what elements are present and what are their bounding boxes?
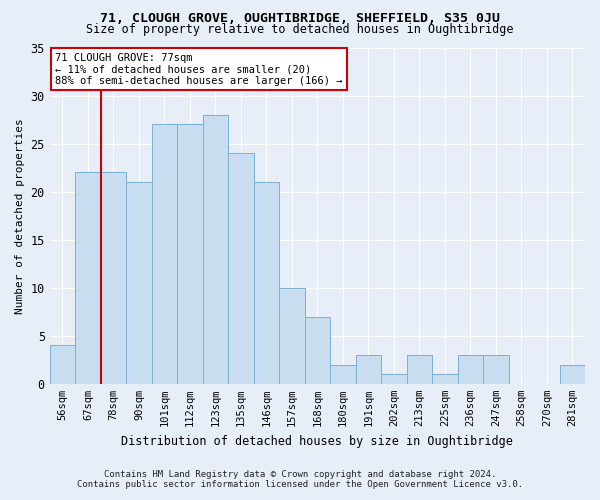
Bar: [177, 124, 203, 384]
Bar: [432, 374, 458, 384]
Bar: [305, 316, 330, 384]
Bar: [152, 124, 177, 384]
Bar: [330, 364, 356, 384]
Bar: [101, 172, 126, 384]
Bar: [75, 172, 101, 384]
Text: 71 CLOUGH GROVE: 77sqm
← 11% of detached houses are smaller (20)
88% of semi-det: 71 CLOUGH GROVE: 77sqm ← 11% of detached…: [55, 52, 343, 86]
X-axis label: Distribution of detached houses by size in Oughtibridge: Distribution of detached houses by size …: [121, 434, 513, 448]
Bar: [560, 364, 585, 384]
Bar: [381, 374, 407, 384]
Bar: [356, 355, 381, 384]
Bar: [126, 182, 152, 384]
Bar: [203, 115, 228, 384]
Y-axis label: Number of detached properties: Number of detached properties: [15, 118, 25, 314]
Bar: [279, 288, 305, 384]
Bar: [228, 153, 254, 384]
Text: Size of property relative to detached houses in Oughtibridge: Size of property relative to detached ho…: [86, 22, 514, 36]
Bar: [50, 346, 75, 384]
Bar: [407, 355, 432, 384]
Bar: [458, 355, 483, 384]
Text: Contains HM Land Registry data © Crown copyright and database right 2024.
Contai: Contains HM Land Registry data © Crown c…: [77, 470, 523, 489]
Text: 71, CLOUGH GROVE, OUGHTIBRIDGE, SHEFFIELD, S35 0JU: 71, CLOUGH GROVE, OUGHTIBRIDGE, SHEFFIEL…: [100, 12, 500, 24]
Bar: [483, 355, 509, 384]
Bar: [254, 182, 279, 384]
